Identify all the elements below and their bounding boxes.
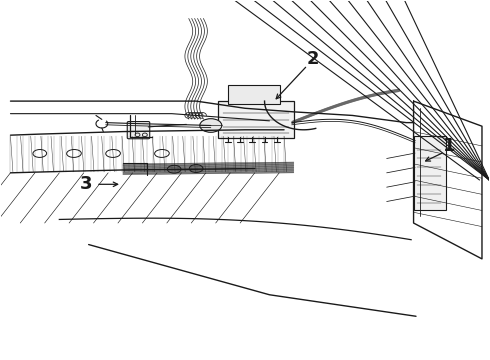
FancyBboxPatch shape [228, 85, 280, 104]
FancyBboxPatch shape [127, 122, 150, 139]
Text: 1: 1 [443, 137, 456, 155]
Text: 3: 3 [80, 175, 93, 193]
Ellipse shape [200, 119, 222, 132]
Ellipse shape [167, 165, 181, 173]
FancyBboxPatch shape [414, 136, 446, 210]
Text: 2: 2 [306, 50, 318, 68]
FancyBboxPatch shape [218, 102, 294, 138]
Ellipse shape [189, 165, 203, 172]
